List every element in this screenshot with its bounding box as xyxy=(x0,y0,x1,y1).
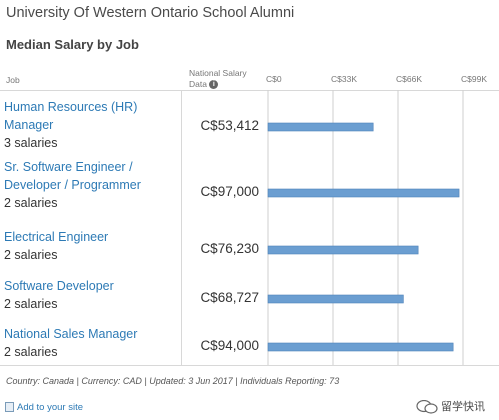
footer-divider xyxy=(0,365,499,366)
add-to-site-label: Add to your site xyxy=(17,402,84,413)
watermark: 留学快讯 xyxy=(416,398,485,414)
salary-bar xyxy=(267,294,404,304)
job-column-header: Job xyxy=(6,75,20,85)
salary-bar xyxy=(267,342,454,352)
job-name-link[interactable]: Sr. Software Engineer / Developer / Progr… xyxy=(4,158,141,194)
salary-count: 3 salaries xyxy=(4,136,58,150)
header-divider xyxy=(0,90,499,91)
add-to-site-link[interactable]: Add to your site xyxy=(5,402,83,413)
salary-value-label: C$68,727 xyxy=(200,290,259,305)
national-salary-header-line2: Data xyxy=(189,79,207,89)
job-name-line: Manager xyxy=(4,118,54,132)
chart-subtitle: Median Salary by Job xyxy=(6,37,139,52)
x-tick-label: C$33K xyxy=(331,74,357,84)
x-tick-label: C$99K xyxy=(461,74,487,84)
page-title: University Of Western Ontario School Alu… xyxy=(6,5,295,21)
national-salary-header-line1: National Salary xyxy=(189,68,247,78)
job-name-link[interactable]: National Sales Manager xyxy=(4,325,137,343)
salary-value-label: C$53,412 xyxy=(200,118,259,133)
salary-value-label: C$94,000 xyxy=(200,338,259,353)
job-row: Electrical Engineer 2 salaries xyxy=(4,228,108,264)
job-name-link[interactable]: Human Resources (HR) Manager xyxy=(4,98,137,134)
document-icon xyxy=(5,402,14,413)
salary-value-label: C$76,230 xyxy=(200,241,259,256)
job-name-link[interactable]: Software Developer xyxy=(4,277,114,295)
watermark-text: 留学快讯 xyxy=(441,401,485,413)
salary-bar xyxy=(267,188,460,198)
job-name-line: Developer / Programmer xyxy=(4,178,141,192)
column-divider xyxy=(181,90,182,365)
wechat-logo-icon xyxy=(416,400,438,414)
salary-bar xyxy=(267,122,374,132)
job-name-line: Software Developer xyxy=(4,279,114,293)
x-tick-label: C$66K xyxy=(396,74,422,84)
job-row: Sr. Software Engineer / Developer / Progr… xyxy=(4,158,141,212)
salary-count: 2 salaries xyxy=(4,196,58,210)
job-name-line: National Sales Manager xyxy=(4,327,138,341)
info-icon[interactable]: i xyxy=(209,80,219,90)
job-name-line: Electrical Engineer xyxy=(4,230,109,244)
national-salary-header: National Salary Data i xyxy=(189,68,247,90)
salary-count: 2 salaries xyxy=(4,345,58,359)
job-name-line: Sr. Software Engineer / xyxy=(4,160,133,174)
salary-value-label: C$97,000 xyxy=(200,184,259,199)
job-name-line: Human Resources (HR) xyxy=(4,100,138,114)
job-row: Human Resources (HR) Manager 3 salaries xyxy=(4,98,137,152)
salary-count: 2 salaries xyxy=(4,297,58,311)
job-row: National Sales Manager 2 salaries xyxy=(4,325,137,361)
salary-count: 2 salaries xyxy=(4,248,58,262)
job-row: Software Developer 2 salaries xyxy=(4,277,114,313)
job-name-link[interactable]: Electrical Engineer xyxy=(4,228,108,246)
salary-bar xyxy=(267,245,419,255)
x-tick-label: C$0 xyxy=(266,74,282,84)
footer-info: Country: Canada | Currency: CAD | Update… xyxy=(6,376,340,386)
